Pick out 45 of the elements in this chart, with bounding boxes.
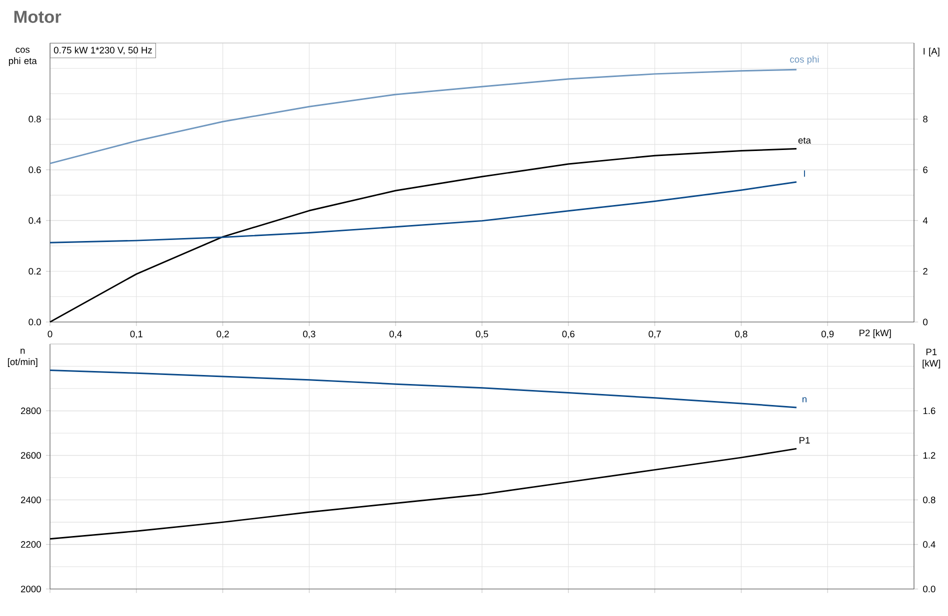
x-tick-label: 0,1: [130, 330, 142, 338]
y2-tick-label: 1.6: [923, 408, 936, 414]
x-tick-label: 0,7: [648, 330, 661, 338]
x-tick-label: 0,6: [562, 330, 574, 338]
annotation: 0.75 kW 1*230 V, 50 Hz: [54, 46, 152, 55]
x-tick-label: 0,8: [735, 330, 748, 338]
y2-tick-label: 0: [923, 318, 928, 326]
y-tick-label: 0.0: [28, 318, 41, 326]
y2-tick-label: 0.0: [923, 586, 936, 592]
y-tick-label: 0.8: [28, 116, 41, 122]
series-label: cos phi: [790, 56, 819, 64]
line-series: [49, 68, 798, 164]
y-tick-label: 2200: [20, 541, 41, 548]
y2-tick-label: 8: [923, 116, 928, 122]
series-label: eta: [798, 137, 811, 144]
x-tick-label: 0,4: [389, 330, 402, 338]
y-tick-label: 2400: [20, 496, 41, 504]
series-label: P1: [800, 437, 810, 444]
y2-tick-label: 2: [923, 268, 928, 275]
y2-tick-label: 0.8: [923, 496, 936, 504]
y-tick-label: 2800: [20, 408, 41, 414]
y-tick-label: 0.6: [28, 166, 41, 174]
y2-tick-label: 6: [923, 166, 928, 174]
series-label: n: [802, 397, 806, 402]
y2-tick-label: 1.2: [923, 452, 936, 459]
y2-axis-title: I [A]: [924, 48, 940, 56]
x-tick-label: 0: [48, 330, 52, 338]
y2-tick-label: 4: [922, 217, 928, 224]
y-tick-label: 0.4: [28, 217, 42, 224]
chart-title: Motor: [14, 10, 62, 23]
y-tick-label: 2600: [20, 452, 41, 459]
y-axis-title: n [ot/min]: [8, 348, 38, 368]
y-tick-label: 0.2: [28, 268, 41, 275]
y-tick-label: 2000: [20, 586, 41, 592]
line-series: [49, 181, 798, 244]
x-tick-label: 0,2: [216, 330, 229, 338]
y2-axis-title: P1 [kW]: [922, 348, 940, 368]
y2-tick-label: 0.4: [923, 541, 936, 548]
y-axis-title: cos phi eta: [8, 48, 37, 66]
x-tick-label: 0,3: [303, 330, 316, 338]
line-series: [49, 148, 798, 323]
x-axis-title: P2 [kW]: [860, 329, 891, 338]
x-tick-label: 0,9: [821, 330, 834, 338]
x-tick-label: 0,5: [476, 330, 488, 338]
series-label: I: [804, 170, 805, 177]
